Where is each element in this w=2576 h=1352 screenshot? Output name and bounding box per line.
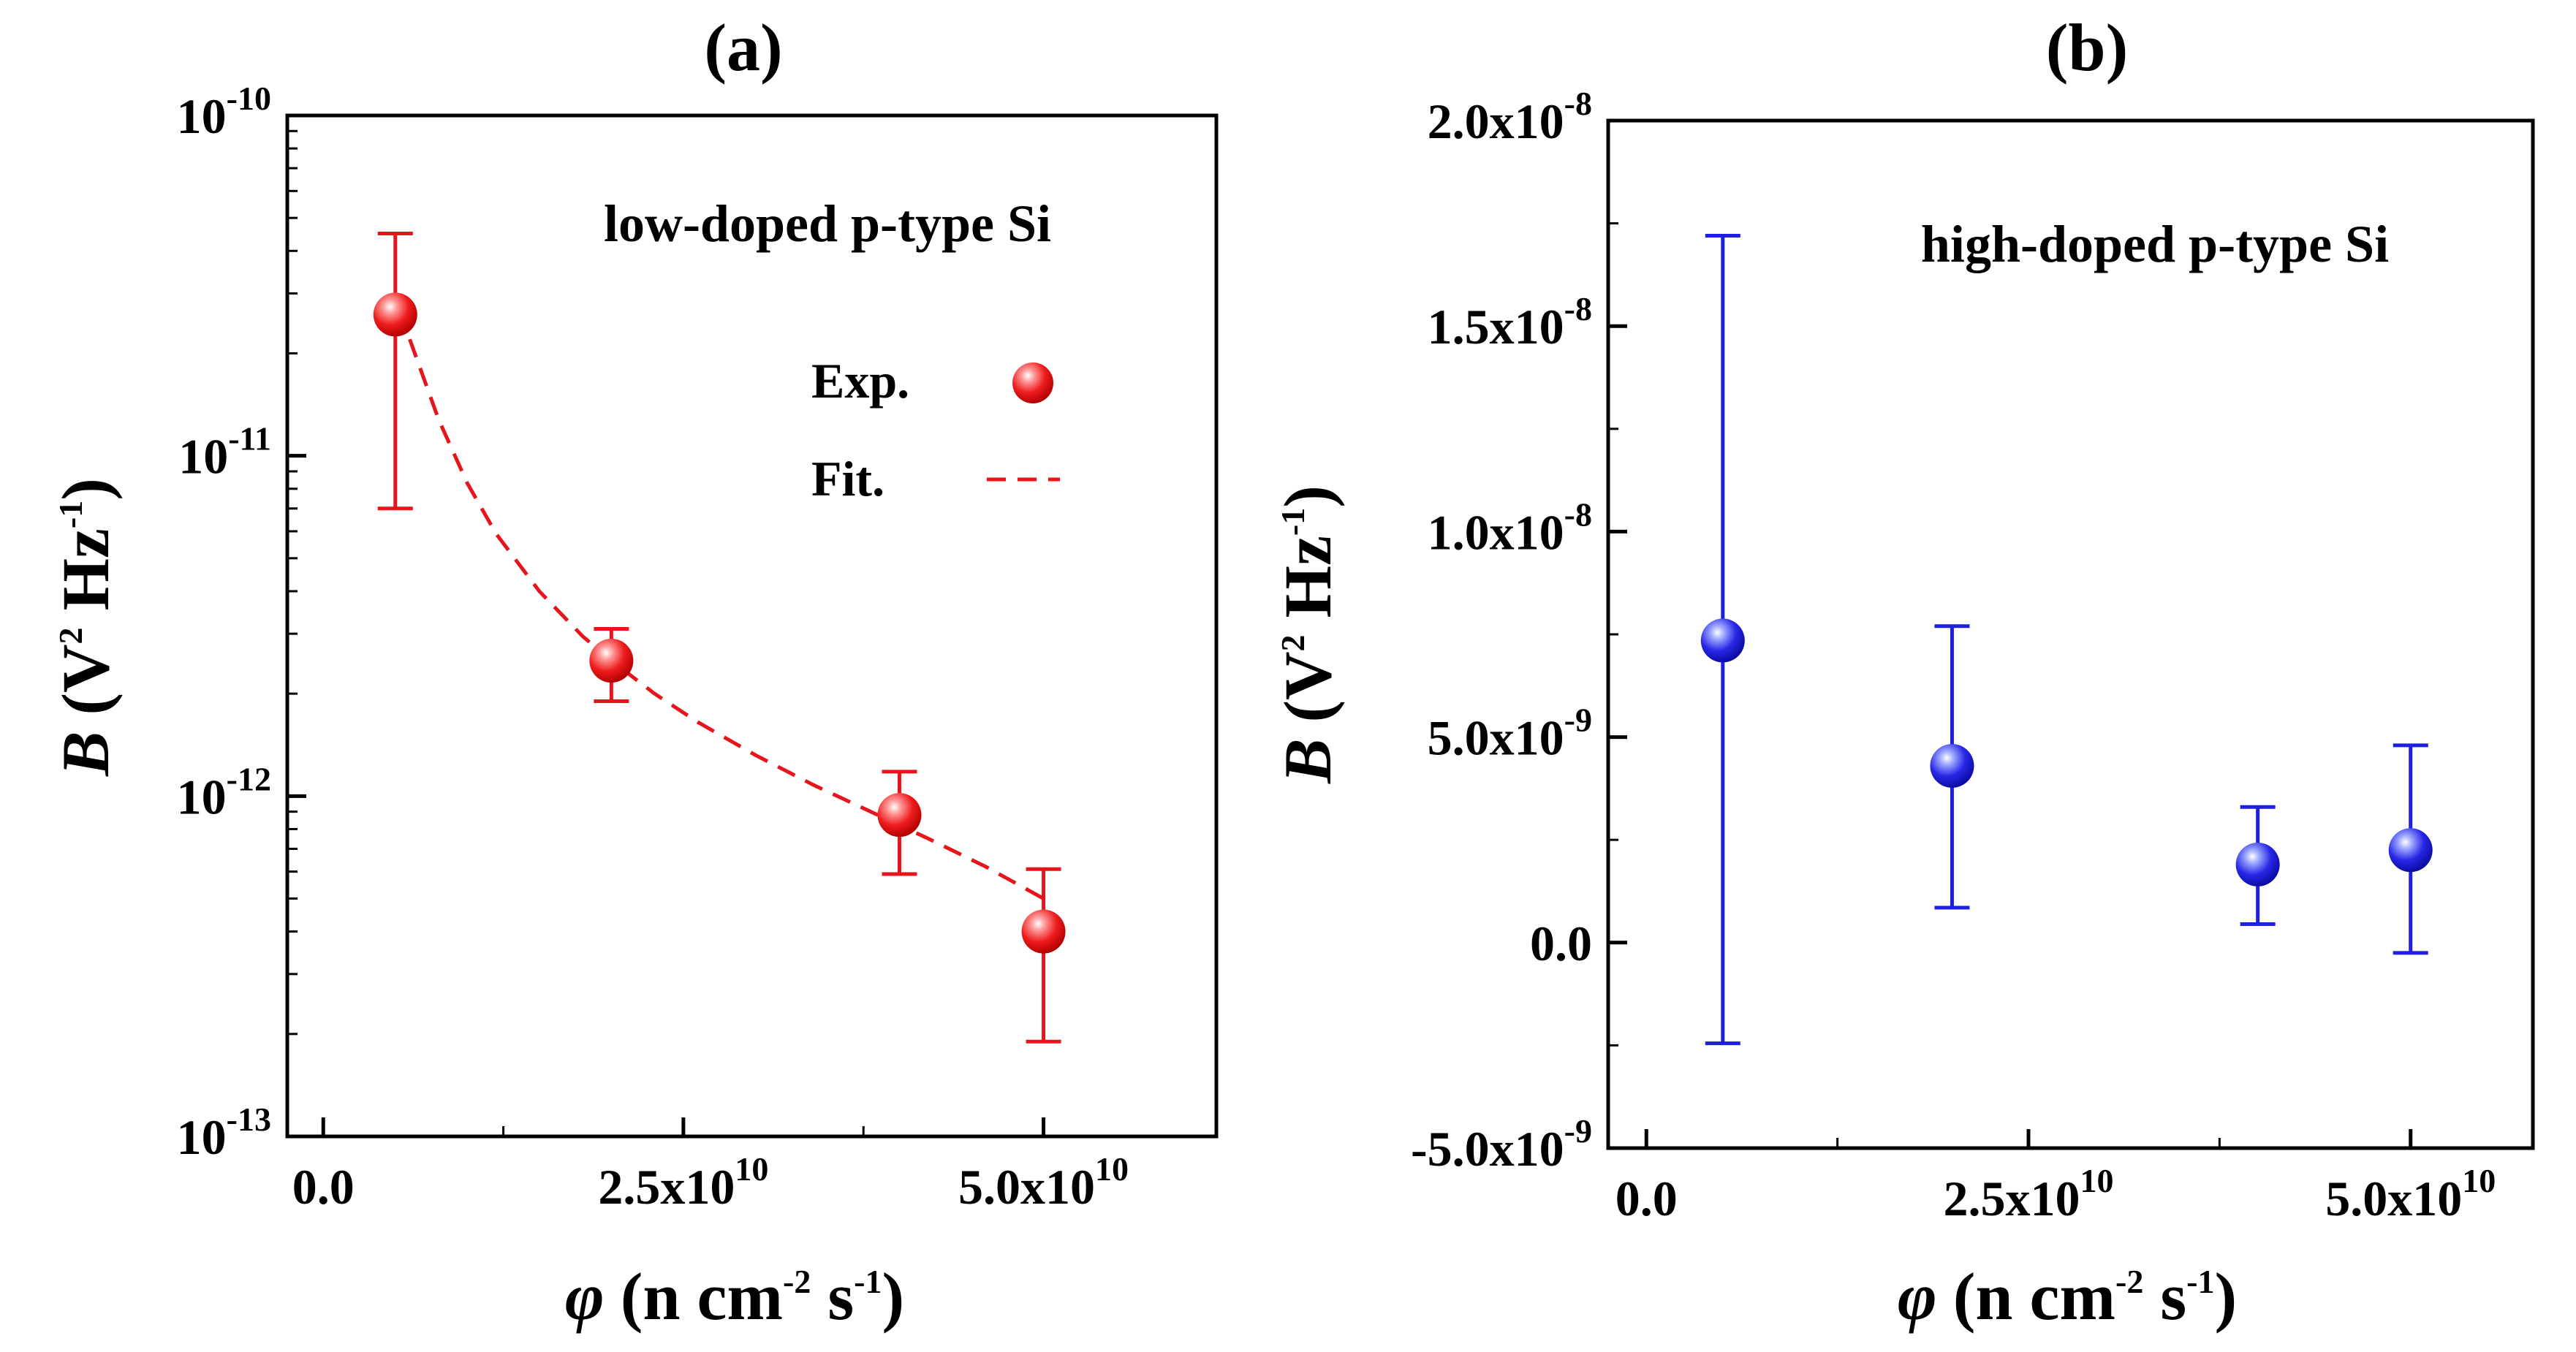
data-point [589, 639, 634, 683]
fit-curve [408, 338, 1045, 900]
x-exp1-a: -2 [783, 1263, 811, 1300]
panel-b-y-axis-title: B (V2 Hz-1) [1270, 485, 1345, 784]
x-exp1-b: -2 [2115, 1263, 2143, 1300]
legend-label-fit: Fit. [811, 451, 884, 506]
panel-a-x-axis-title: φ (n cm-2 s-1) [565, 1259, 904, 1334]
y-tick-label: 10-11 [178, 420, 271, 485]
x-end-b: ) [2214, 1259, 2237, 1334]
x-text-b: (n cm [1953, 1259, 2115, 1334]
panel-a-title: (a) [704, 10, 782, 85]
x-tick-label: 2.5x1010 [598, 1150, 768, 1215]
y-mid-a: Hz [48, 528, 123, 627]
panel-b-plot-frame [1606, 118, 2535, 1150]
data-point [2388, 828, 2433, 873]
x-tick-label: 2.5x1010 [1944, 1162, 2114, 1226]
y-text-a: (V [48, 644, 123, 715]
y-tick-label: 1.5x10-8 [1428, 290, 1592, 354]
x-tick-label: 0.0 [1615, 1171, 1678, 1226]
y-tick-label: 2.0x10-8 [1428, 85, 1592, 149]
panel-b-x-axis-title: φ (n cm-2 s-1) [1898, 1259, 2237, 1334]
y-tick-label: -5.0x10-9 [1411, 1112, 1592, 1177]
panel-b: (b) 2.0x10-81.5x10-81.0x10-85.0x10-90.0-… [1270, 10, 2535, 1334]
x-mid-a: s [811, 1259, 854, 1334]
y-symbol-a: B [48, 732, 123, 777]
x-end-a: ) [882, 1259, 904, 1334]
panel-a-x-ticks: 0.0 2.5x1010 5.0x1010 [292, 1117, 1129, 1215]
y-tick-label: 10-13 [177, 1101, 271, 1165]
y-exp2-b: -1 [1274, 508, 1311, 536]
data-point [877, 793, 922, 838]
legend-label-exp: Exp. [811, 353, 909, 409]
y-symbol-b: B [1270, 739, 1345, 784]
panel-b-y-ticks: 2.0x10-8 1.5x10-8 1.0x10-8 5.0x10-9 0.0 -5.0x… [1411, 85, 1627, 1177]
x-text-a: (n cm [621, 1259, 783, 1334]
data-point [1021, 909, 1066, 954]
y-exp1-b: 2 [1274, 634, 1311, 651]
data-point [1930, 743, 1974, 788]
y-tick-label: 10-12 [177, 760, 271, 824]
x-tick-label: 0.0 [292, 1159, 355, 1215]
legend-marker-exp [1012, 362, 1053, 403]
data-point [1700, 618, 1745, 663]
panel-b-x-ticks: 0.0 2.5x1010 5.0x1010 [1615, 1129, 2496, 1226]
panel-b-title: (b) [2046, 10, 2128, 85]
data-point [373, 292, 417, 337]
panel-a-points [373, 231, 1066, 1044]
panel-a: (a) 10-10 10-11 10-12 10-13 0.0 2.5x1010 5.0x… [48, 10, 1219, 1334]
y-mid-b: Hz [1270, 536, 1345, 634]
panel-b-points [1700, 233, 2433, 1046]
panel-a-y-axis-title: B (V2 Hz-1) [48, 478, 123, 777]
x-exp2-b: -1 [2186, 1263, 2214, 1300]
y-tick-label: 10-10 [177, 80, 271, 144]
y-tick-label: 0.0 [1530, 916, 1592, 971]
y-text-b: (V [1270, 651, 1345, 722]
panel-a-y-ticks: 10-10 10-11 10-12 10-13 [177, 80, 306, 1165]
panel-a-annotation: low-doped p-type Si [604, 194, 1051, 253]
y-exp1-a: 2 [52, 627, 89, 644]
x-tick-label: 5.0x1010 [958, 1150, 1129, 1215]
x-exp2-a: -1 [854, 1263, 882, 1300]
x-tick-label: 5.0x1010 [2325, 1162, 2496, 1226]
x-mid-b: s [2143, 1259, 2186, 1334]
y-end-b: ) [1270, 485, 1345, 508]
y-tick-label: 1.0x10-8 [1428, 495, 1592, 560]
panel-a-legend: Exp. Fit. [811, 353, 1060, 506]
y-tick-label: 5.0x10-9 [1428, 702, 1592, 766]
y-exp2-a: -1 [52, 501, 89, 528]
panel-a-plot-frame [285, 113, 1219, 1139]
x-symbol-b: φ [1898, 1259, 1937, 1334]
x-symbol-a: φ [565, 1259, 605, 1334]
panel-a-fit-curve-group [408, 338, 1045, 900]
y-end-a: ) [48, 478, 123, 501]
panel-b-annotation: high-doped p-type Si [1921, 215, 2389, 273]
data-point [2235, 842, 2280, 886]
